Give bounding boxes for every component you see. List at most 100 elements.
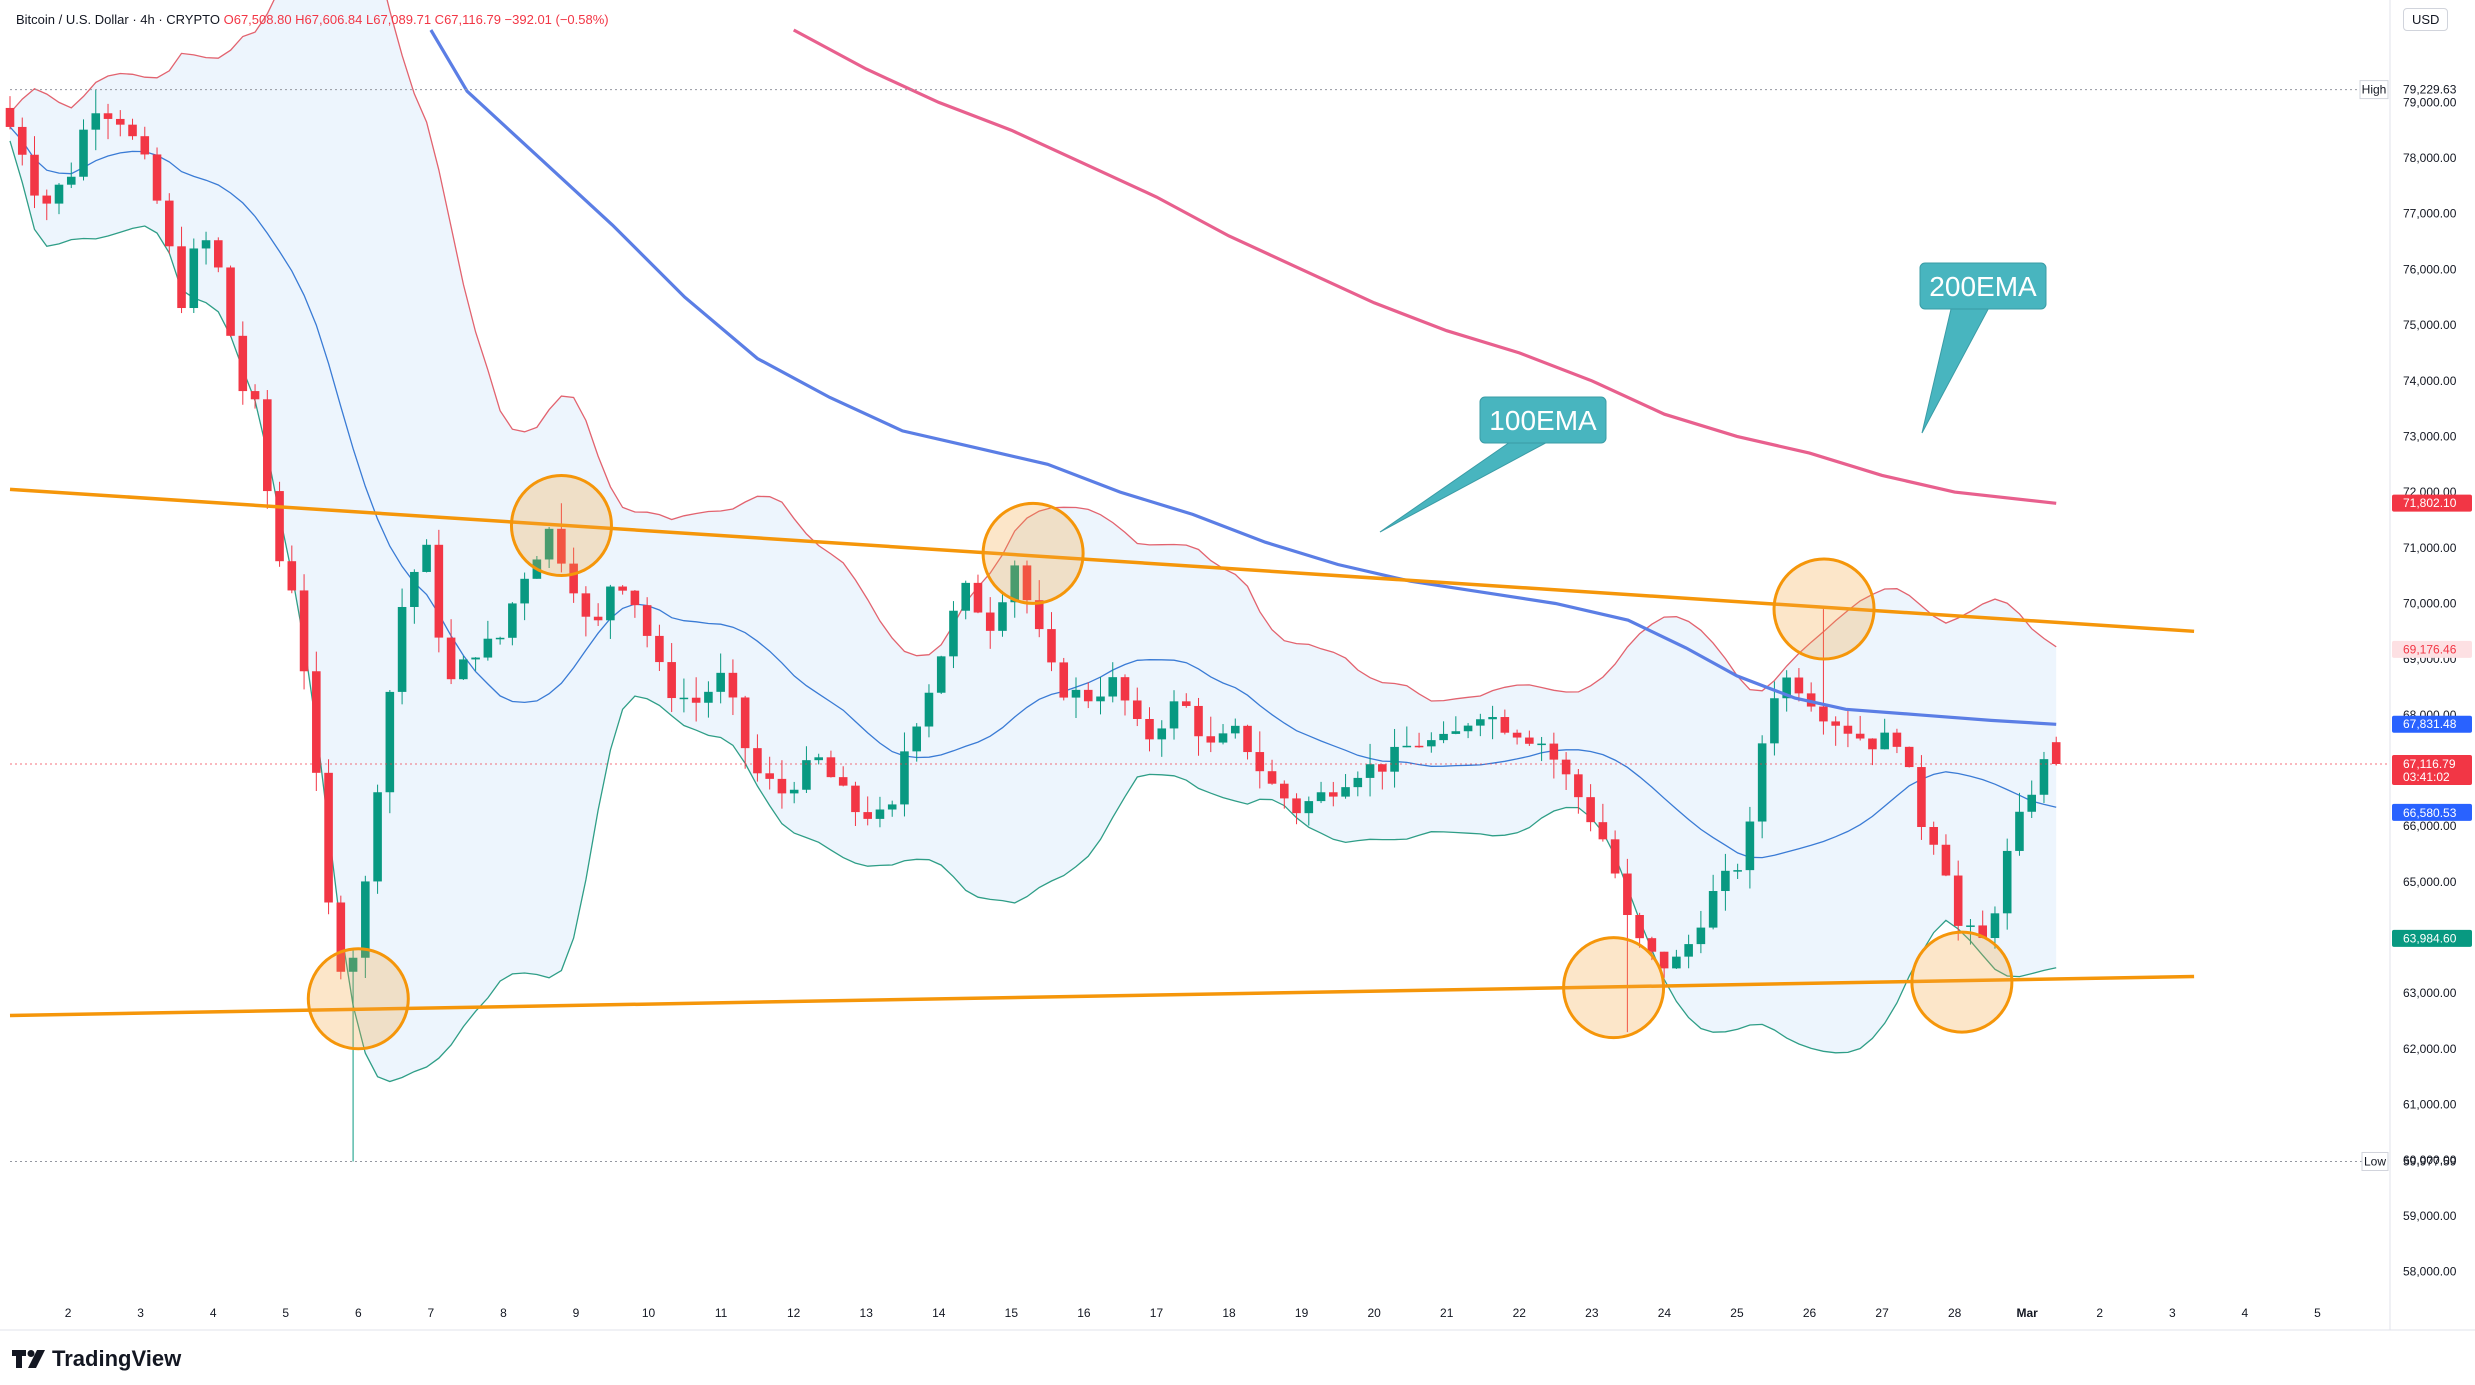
- candle-body: [740, 697, 750, 749]
- candle-body: [642, 605, 652, 636]
- y-tick-label: 65,000.00: [2403, 875, 2457, 889]
- candle-body: [1561, 759, 1571, 775]
- candle-body: [91, 113, 101, 130]
- low-tag-label: Low: [2364, 1154, 2386, 1168]
- last-price-tag-bg: [2392, 754, 2472, 785]
- x-tick-label: 27: [1875, 1306, 1889, 1320]
- y-tick-label: 71,000.00: [2403, 541, 2457, 555]
- y-tick-label: 63,000.00: [2403, 986, 2457, 1000]
- x-tick-label: 2: [65, 1306, 72, 1320]
- candle-body: [581, 593, 591, 617]
- ema100-tag-value: 67,831.48: [2403, 717, 2457, 731]
- candle-body: [348, 957, 358, 972]
- y-tick-label: 59,000.00: [2403, 1209, 2457, 1223]
- candle-body: [1427, 740, 1436, 747]
- x-tick-label: 2: [2096, 1306, 2103, 1320]
- x-tick-label: 3: [2169, 1306, 2176, 1320]
- candle-body: [397, 606, 407, 692]
- candle-body: [1047, 629, 1056, 663]
- candle-body: [238, 335, 248, 392]
- x-tick-label: 6: [355, 1306, 362, 1320]
- x-tick-label: 15: [1005, 1306, 1019, 1320]
- y-tick-label: 60,000.00: [2403, 1153, 2457, 1167]
- candle-body: [765, 773, 774, 779]
- candle-body: [1721, 870, 1730, 892]
- candle-body: [814, 757, 823, 761]
- candle-body: [128, 124, 137, 137]
- candle-body: [299, 590, 309, 672]
- candle-body: [164, 200, 174, 247]
- candle-body: [1316, 792, 1326, 802]
- candle-body: [1500, 717, 1510, 733]
- candle-body: [1647, 938, 1657, 952]
- tradingview-logo-icon: [12, 1350, 45, 1368]
- candle-body: [655, 635, 664, 663]
- ema200-tag-bg: [2392, 494, 2472, 512]
- candle-body: [5, 107, 15, 127]
- candle-body: [17, 126, 27, 155]
- high-tag-label: High: [2362, 83, 2387, 97]
- candle-body: [1610, 839, 1620, 874]
- touch-point-circle: [1772, 557, 1876, 661]
- candle-body: [1574, 774, 1583, 798]
- trendline: [9, 487, 2195, 634]
- y-tick-label: 70,000.00: [2403, 596, 2457, 610]
- candle-body: [287, 561, 297, 591]
- bb-basis-tag-value: 66,580.53: [2403, 806, 2457, 820]
- candle-body: [679, 697, 689, 700]
- candle-body: [1806, 693, 1816, 707]
- candle-body: [140, 136, 150, 155]
- candle-body: [753, 748, 762, 774]
- ema100-line: [429, 29, 2057, 726]
- x-tick-label: 24: [1658, 1306, 1672, 1320]
- y-tick-label: 62,000.00: [2403, 1042, 2457, 1056]
- ema100-tag-bg: [2392, 715, 2472, 733]
- touch-point-circle: [981, 501, 1085, 605]
- countdown-tag-value: 03:41:02: [2403, 770, 2450, 784]
- x-tick-label: 5: [2314, 1306, 2321, 1320]
- candle-body: [446, 637, 456, 680]
- candle-body: [1794, 677, 1804, 694]
- candle-body: [336, 902, 346, 972]
- y-tick-label: 79,000.00: [2403, 95, 2457, 109]
- candle-body: [1868, 738, 1877, 750]
- symbol-title: Bitcoin / U.S. Dollar · 4h · CRYPTO: [16, 12, 220, 27]
- candle-body: [1255, 752, 1265, 772]
- candle-body: [789, 789, 799, 794]
- candle-body: [851, 785, 860, 813]
- candle-body: [1586, 797, 1595, 823]
- candle-body: [1819, 706, 1828, 722]
- candle-body: [936, 656, 946, 693]
- tradingview-logo[interactable]: TradingView: [12, 1346, 181, 1372]
- candle-body: [1120, 677, 1130, 701]
- touch-point-circle: [509, 474, 613, 578]
- candle-body: [1745, 821, 1755, 871]
- bollinger-basis: [9, 126, 2057, 859]
- candle-body: [1010, 565, 1020, 603]
- candle-body: [1659, 951, 1669, 969]
- tradingview-wordmark: TradingView: [52, 1346, 182, 1371]
- x-tick-label: 3: [137, 1306, 144, 1320]
- candle-body: [667, 662, 676, 699]
- candle-body: [569, 563, 578, 594]
- candle-body: [1904, 746, 1914, 768]
- x-tick-label: 16: [1077, 1306, 1091, 1320]
- candle-body: [887, 804, 897, 810]
- candle-body: [1329, 792, 1338, 797]
- candle-body: [115, 118, 125, 125]
- trendline: [9, 974, 2195, 1018]
- candle-body: [1476, 719, 1485, 726]
- candle-body: [42, 195, 52, 204]
- candle-body: [875, 809, 885, 819]
- candle-body: [1770, 698, 1779, 744]
- currency-button[interactable]: USD: [2403, 8, 2449, 31]
- candle-body: [618, 586, 627, 591]
- candle-body: [1390, 746, 1399, 772]
- x-tick-label: 4: [210, 1306, 217, 1320]
- candle-body: [373, 792, 382, 882]
- x-tick-label: Mar: [2017, 1306, 2039, 1320]
- candle-body: [2039, 759, 2049, 795]
- y-tick-label: 73,000.00: [2403, 429, 2457, 443]
- high-tag-value: 79,229.63: [2403, 83, 2457, 97]
